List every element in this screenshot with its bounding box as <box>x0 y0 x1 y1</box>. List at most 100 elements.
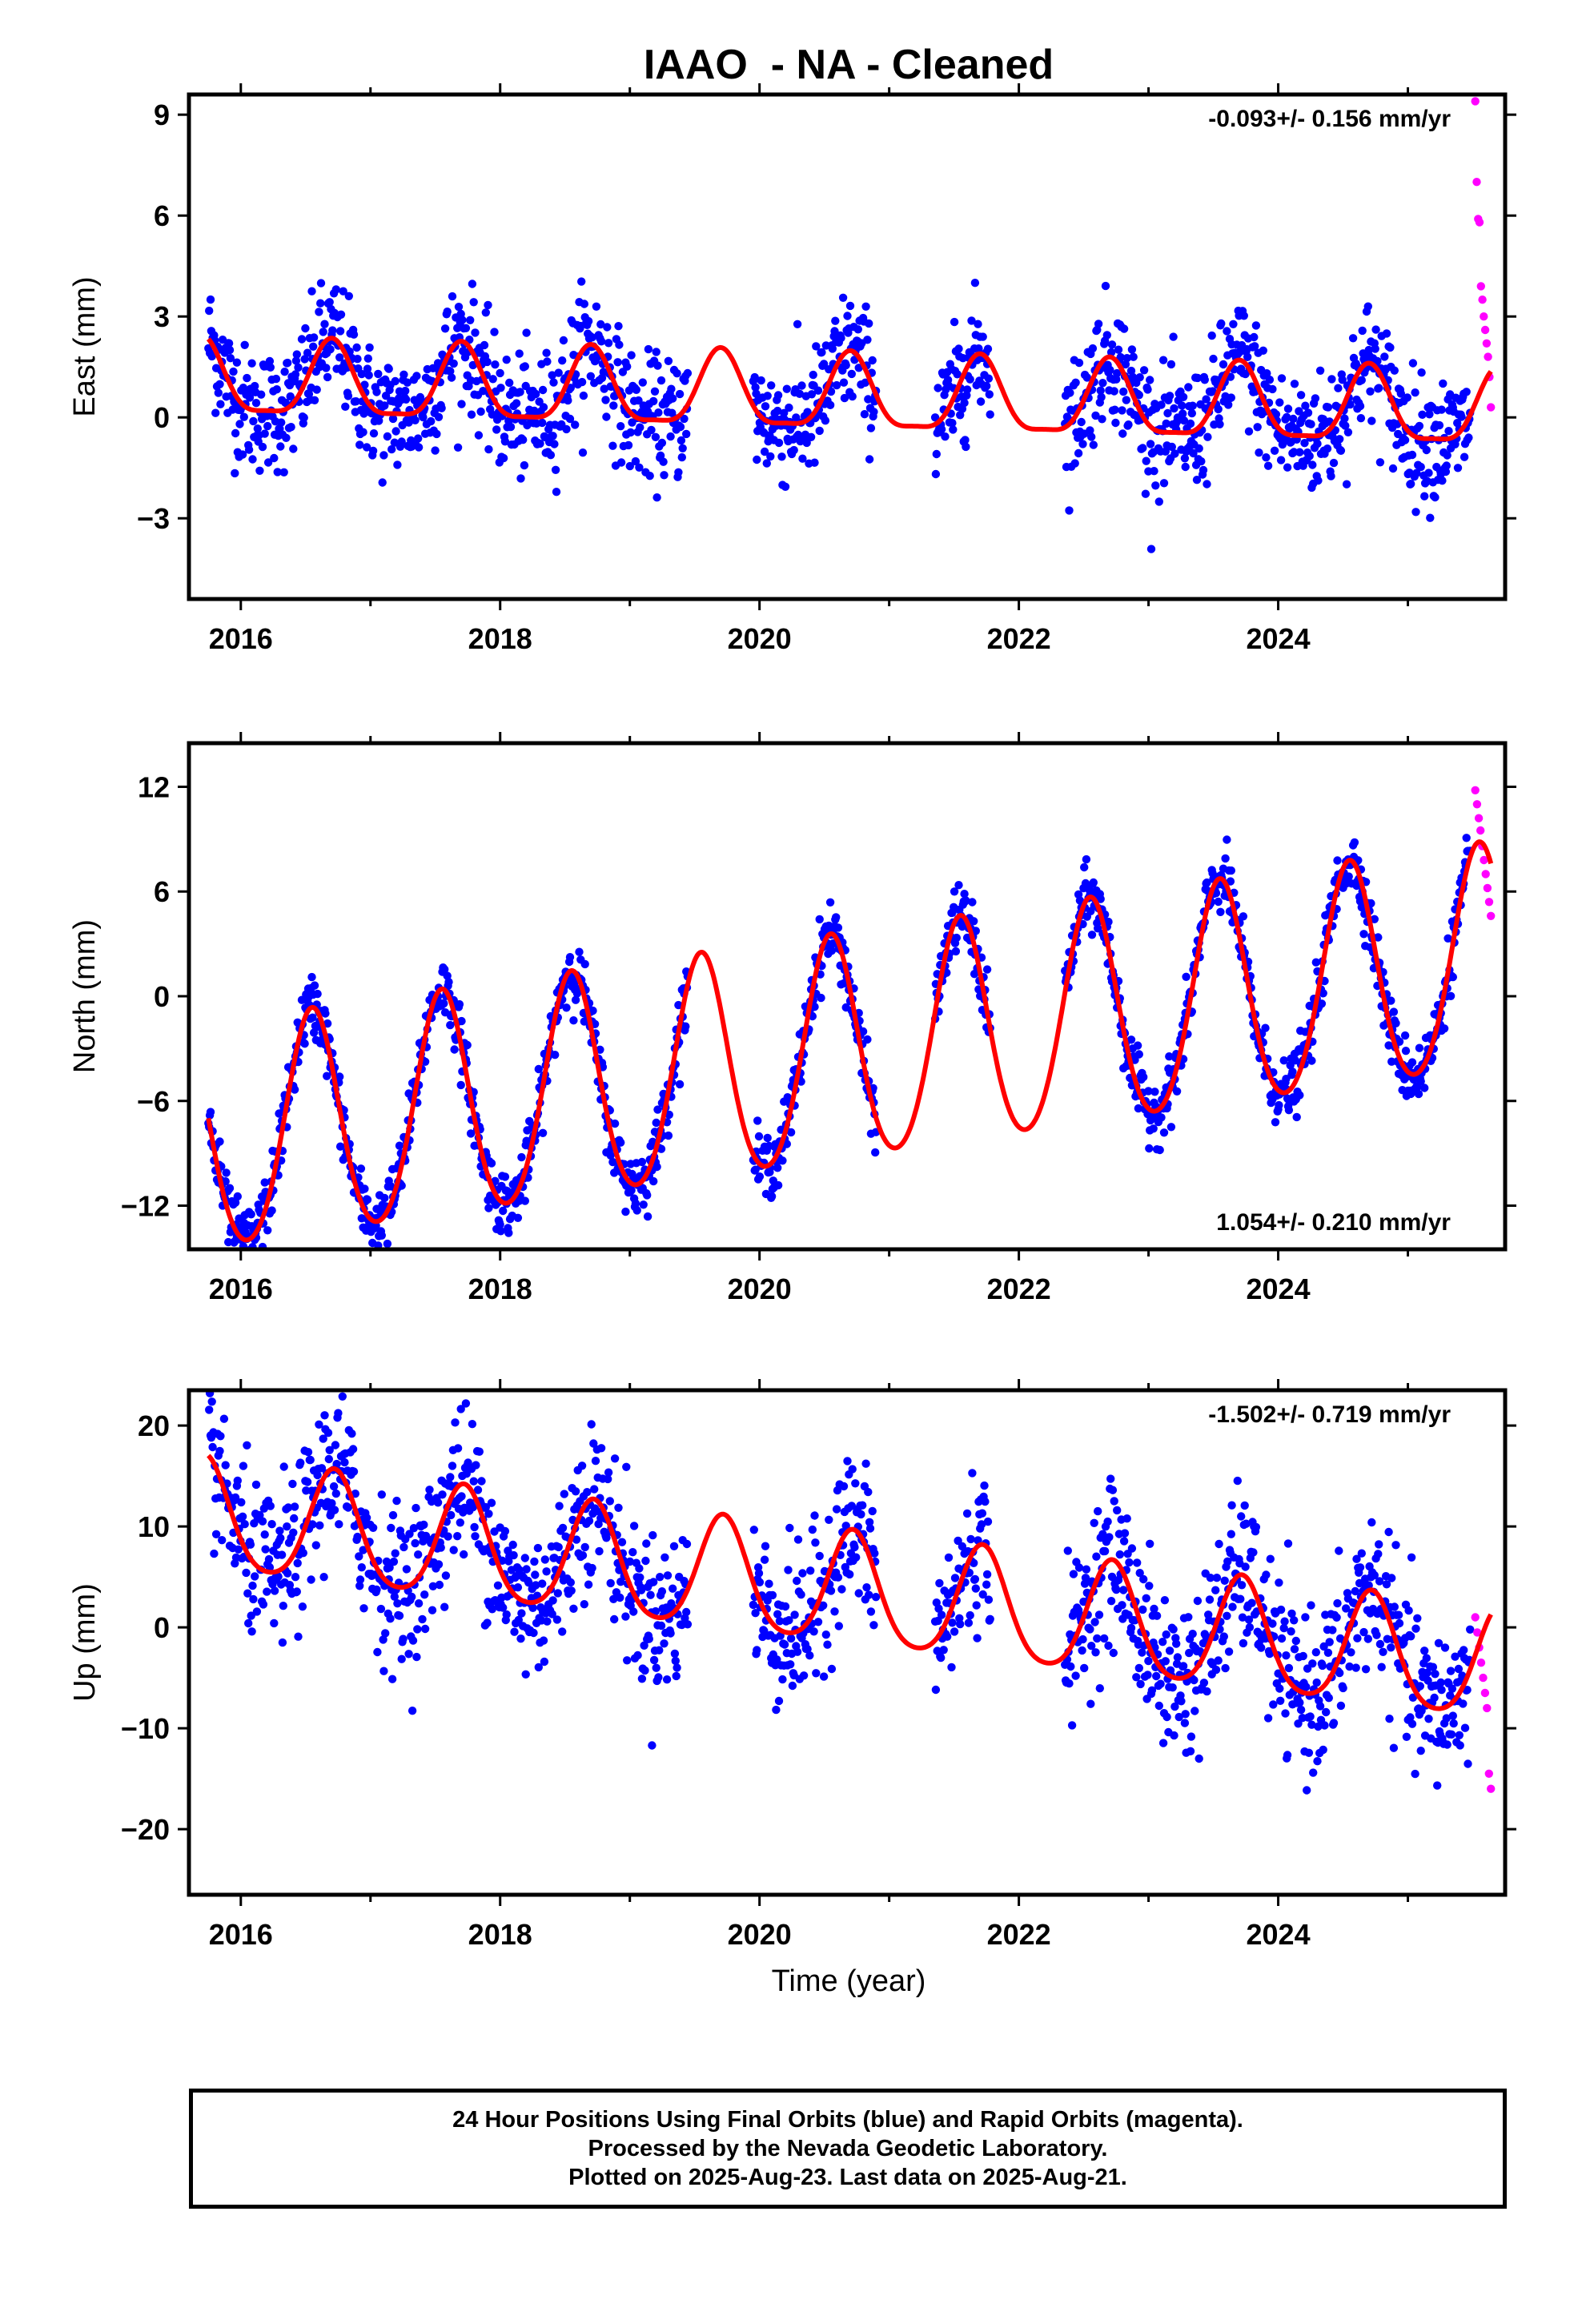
final-orbit-point <box>395 1141 404 1150</box>
final-orbit-point <box>623 362 632 371</box>
final-orbit-point <box>1189 448 1198 458</box>
final-orbit-point <box>325 298 334 307</box>
rapid-orbit-point <box>1476 1659 1486 1667</box>
final-orbit-point <box>616 1593 624 1602</box>
final-orbit-point <box>1178 1662 1188 1671</box>
final-orbit-point <box>763 392 772 400</box>
final-orbit-point <box>1181 1710 1190 1719</box>
final-orbit-point <box>1462 388 1471 396</box>
final-orbit-point <box>408 1592 416 1602</box>
final-orbit-point <box>832 380 841 390</box>
final-orbit-point <box>1192 476 1202 485</box>
final-orbit-point <box>479 387 488 396</box>
final-orbit-point <box>1268 384 1277 394</box>
final-orbit-point <box>1355 1563 1365 1572</box>
final-orbit-point <box>533 1543 543 1553</box>
final-orbit-point <box>670 1649 680 1659</box>
final-orbit-point <box>1113 368 1122 378</box>
final-orbit-point <box>754 1569 764 1578</box>
final-orbit-point <box>294 363 303 372</box>
y-tick-label: 9 <box>154 99 170 131</box>
final-orbit-point <box>324 1454 333 1464</box>
final-orbit-point <box>966 1534 975 1544</box>
final-orbit-point <box>362 443 371 452</box>
final-orbit-point <box>626 428 635 437</box>
final-orbit-point <box>1348 334 1358 343</box>
final-orbit-point <box>238 450 247 459</box>
final-orbit-point <box>331 1441 340 1449</box>
x-tick-label: 2018 <box>468 622 532 655</box>
final-orbit-point <box>807 390 817 399</box>
final-orbit-point <box>1071 378 1080 387</box>
final-orbit-point <box>610 1454 620 1463</box>
final-orbit-point <box>412 1503 420 1513</box>
final-orbit-point <box>1223 1611 1231 1621</box>
final-orbit-point <box>1078 440 1087 448</box>
final-orbit-point <box>604 1468 613 1477</box>
final-orbit-point <box>1086 426 1094 435</box>
final-orbit-point <box>639 1200 648 1209</box>
final-orbit-point <box>357 1563 366 1572</box>
final-orbit-point <box>1066 1662 1075 1671</box>
final-orbit-point <box>1416 1747 1425 1755</box>
final-orbit-point <box>1425 410 1434 419</box>
final-orbit-point <box>825 400 835 409</box>
final-orbit-point <box>261 1545 270 1554</box>
final-orbit-point <box>359 1546 367 1554</box>
final-orbit-point <box>225 1184 235 1192</box>
final-orbit-point <box>978 1590 987 1599</box>
final-orbit-point <box>1356 414 1366 423</box>
final-orbit-point <box>970 279 980 287</box>
final-orbit-point <box>327 1499 336 1508</box>
final-orbit-point <box>645 472 654 480</box>
final-orbit-point <box>760 1555 769 1564</box>
rapid-orbit-point <box>1484 352 1492 361</box>
final-orbit-point <box>392 1496 401 1506</box>
final-orbit-point <box>960 890 969 899</box>
final-orbit-point <box>1444 427 1453 436</box>
final-orbit-point <box>475 1447 484 1456</box>
final-orbit-point <box>793 320 802 328</box>
final-orbit-point <box>558 356 567 365</box>
final-orbit-point <box>1448 972 1458 982</box>
final-orbit-point <box>338 1392 347 1401</box>
final-orbit-point <box>1224 1647 1234 1656</box>
final-orbit-point <box>1129 352 1138 361</box>
final-orbit-point <box>1389 1743 1399 1752</box>
final-orbit-point <box>420 1590 429 1599</box>
final-orbit-point <box>652 1162 661 1172</box>
final-orbit-point <box>310 981 319 990</box>
final-orbit-point <box>1208 387 1217 396</box>
final-orbit-point <box>753 455 761 464</box>
final-orbit-point <box>447 373 456 382</box>
final-orbit-point <box>418 1614 427 1624</box>
final-orbit-point <box>205 306 214 316</box>
final-orbit-point <box>528 1603 537 1613</box>
final-orbit-point <box>1403 393 1412 402</box>
final-orbit-point <box>1313 1757 1322 1766</box>
final-orbit-point <box>797 381 806 390</box>
final-orbit-point <box>476 407 485 416</box>
final-orbit-point <box>499 1603 508 1612</box>
final-orbit-point <box>1253 423 1262 432</box>
final-orbit-point <box>353 355 362 364</box>
final-orbit-point <box>1408 1693 1418 1702</box>
final-orbit-point <box>251 1572 259 1581</box>
final-orbit-point <box>468 1502 477 1512</box>
final-orbit-point <box>1375 1577 1384 1586</box>
final-orbit-point <box>283 1569 292 1578</box>
final-orbit-point <box>336 310 346 319</box>
final-orbit-point <box>411 1538 420 1548</box>
final-orbit-point <box>1319 1745 1327 1755</box>
final-orbit-point <box>1382 329 1391 338</box>
final-orbit-point <box>785 403 793 412</box>
y-axis-label-north: North (mm) <box>68 919 102 1073</box>
final-orbit-point <box>809 370 817 380</box>
final-orbit-point <box>662 1675 672 1684</box>
final-orbit-point <box>1439 379 1447 388</box>
final-orbit-point <box>504 1228 513 1237</box>
final-orbit-point <box>858 1501 867 1510</box>
final-orbit-point <box>1327 375 1336 384</box>
final-orbit-point <box>355 1582 364 1590</box>
final-orbit-point <box>1113 1506 1122 1515</box>
